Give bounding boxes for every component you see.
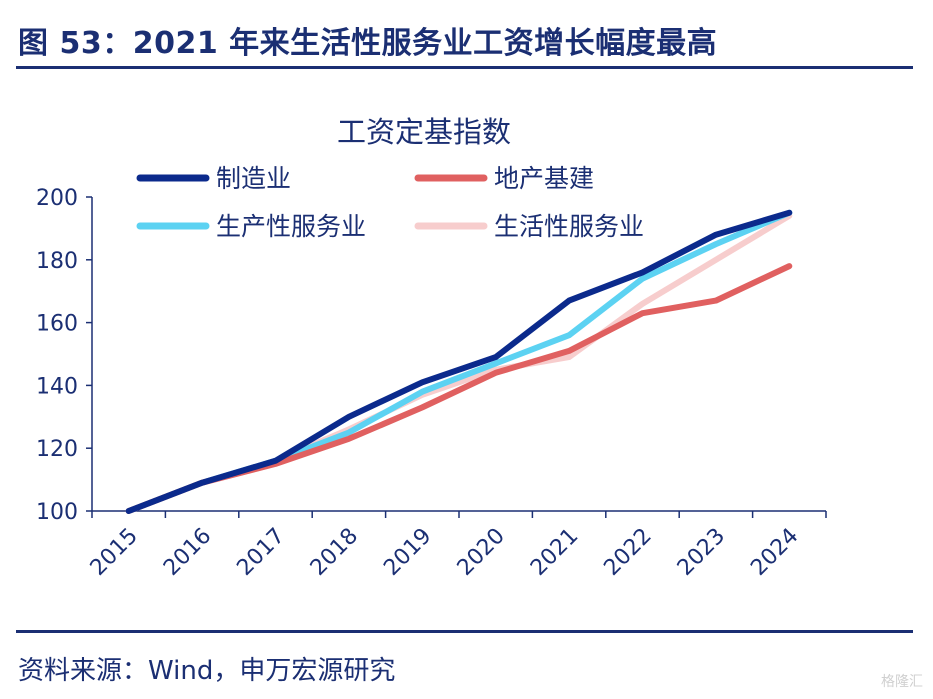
x-tick-label: 2022 xyxy=(599,524,656,581)
y-tick-label: 100 xyxy=(36,500,78,525)
y-tick-label: 140 xyxy=(36,374,78,399)
bottom-rule xyxy=(16,630,913,633)
x-tick-label: 2018 xyxy=(306,524,363,581)
legend-label: 地产基建 xyxy=(494,164,594,193)
x-tick-label: 2024 xyxy=(746,524,803,581)
y-tick-label: 180 xyxy=(36,249,78,274)
y-tick-label: 120 xyxy=(36,437,78,462)
y-tick-label: 160 xyxy=(36,312,78,337)
legend-label: 生活性服务业 xyxy=(494,212,644,241)
y-tick-label: 200 xyxy=(36,186,78,211)
x-tick-label: 2016 xyxy=(159,524,216,581)
series-lines xyxy=(125,209,793,514)
x-tick-label: 2023 xyxy=(673,524,730,581)
series-line xyxy=(125,209,793,514)
series-line xyxy=(125,209,793,514)
series-line xyxy=(125,212,793,514)
x-tick-label: 2021 xyxy=(526,524,583,581)
chart-title: 工资定基指数 xyxy=(337,115,511,149)
legend-label: 生产性服务业 xyxy=(216,212,366,241)
watermark: 格隆汇 xyxy=(881,674,923,690)
x-tick-label: 2015 xyxy=(86,524,143,581)
legend-label: 制造业 xyxy=(216,164,291,193)
x-tick-label: 2017 xyxy=(232,524,289,581)
figure-title: 图 53：2021 年来生活性服务业工资增长幅度最高 xyxy=(18,26,718,61)
source-note: 资料来源：Wind，申万宏源研究 xyxy=(18,656,396,686)
x-tick-label: 2019 xyxy=(379,524,436,581)
top-rule xyxy=(16,66,913,69)
x-tick-label: 2020 xyxy=(453,524,510,581)
